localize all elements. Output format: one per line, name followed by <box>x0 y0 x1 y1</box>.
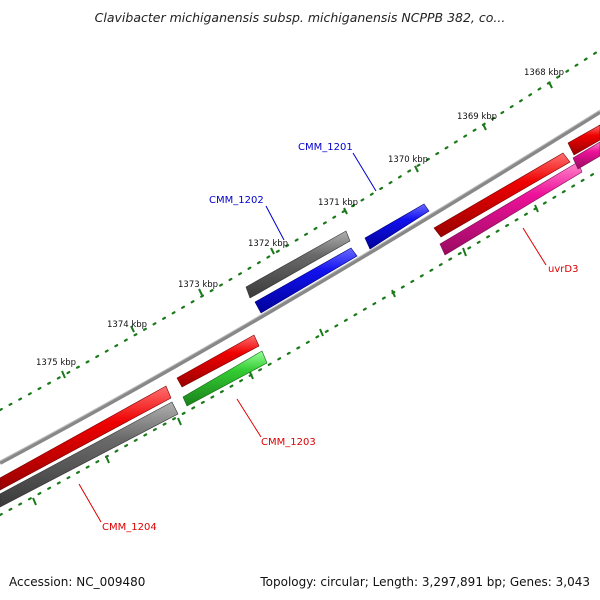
major-tick <box>61 370 66 379</box>
scale-label-1372: 1372 kbp <box>248 239 288 249</box>
gene-cmm-1204[interactable] <box>0 385 172 491</box>
major-tick <box>414 165 419 173</box>
scale-label-1370: 1370 kbp <box>388 155 428 165</box>
connector-cmm-1204 <box>78 483 102 523</box>
gene-gray-lower[interactable] <box>0 401 179 508</box>
gene-uvrd3[interactable] <box>439 161 583 256</box>
scale-label-1374: 1374 kbp <box>107 320 147 330</box>
label-uvrd3: uvrD3 <box>548 264 578 275</box>
connector-cmm-1202 <box>265 205 285 241</box>
minor-tick <box>391 289 396 298</box>
major-tick <box>548 81 553 89</box>
gene-pink-edge[interactable] <box>572 141 600 170</box>
minor-tick <box>177 417 182 426</box>
minor-tick <box>534 204 539 213</box>
minor-tick <box>319 328 324 337</box>
sequence-backbone <box>0 110 600 465</box>
connector-uvrd3 <box>522 227 547 266</box>
minor-tick <box>105 455 110 464</box>
minor-tick <box>249 371 254 380</box>
major-tick <box>198 288 203 296</box>
label-cmm-1203: CMM_1203 <box>261 437 316 448</box>
label-cmm-1201: CMM_1201 <box>298 142 353 153</box>
gene-green[interactable] <box>182 350 268 407</box>
gene-cmm-1202[interactable] <box>254 247 358 314</box>
major-tick <box>482 123 487 131</box>
scale-label-1373: 1373 kbp <box>178 280 218 290</box>
scale-label-1368: 1368 kbp <box>524 68 564 78</box>
scale-label-1369: 1369 kbp <box>457 112 497 122</box>
minor-tick <box>462 247 467 257</box>
major-tick <box>270 247 275 255</box>
outer-tick-track <box>0 48 600 412</box>
map-title: Clavibacter michiganensis subsp. michiga… <box>94 10 506 25</box>
minor-tick <box>32 497 37 506</box>
accession-text: Accession: NC_009480 <box>9 575 146 589</box>
scale-label-1371: 1371 kbp <box>318 198 358 208</box>
label-cmm-1204: CMM_1204 <box>102 522 157 533</box>
major-tick <box>130 325 135 333</box>
label-cmm-1202: CMM_1202 <box>209 195 264 206</box>
gene-cmm-1201[interactable] <box>364 203 430 250</box>
connector-cmm-1201 <box>352 152 377 192</box>
major-tick <box>343 207 348 215</box>
gene-red-upper-right[interactable] <box>433 152 571 238</box>
gene-cmm-1203[interactable] <box>176 334 260 388</box>
connector-cmm-1203 <box>236 398 262 438</box>
inner-tick-track <box>0 168 600 517</box>
scale-label-1375: 1375 kbp <box>36 358 76 368</box>
topology-summary: Topology: circular; Length: 3,297,891 bp… <box>260 575 590 589</box>
gene-gray-upper[interactable] <box>245 230 351 299</box>
gene-red-edge[interactable] <box>567 124 600 156</box>
